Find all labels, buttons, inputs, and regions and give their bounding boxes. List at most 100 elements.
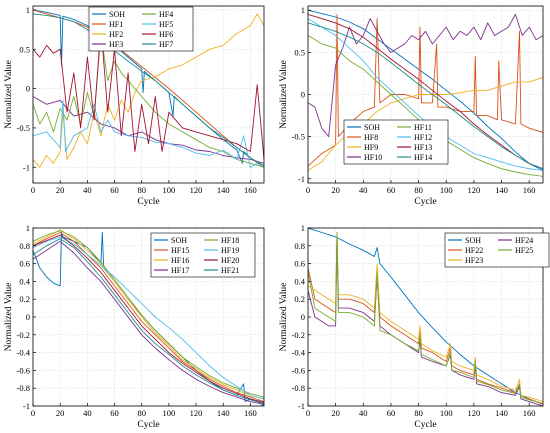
x-tick-label: 20 bbox=[331, 185, 340, 195]
y-tick-label: 0.4 bbox=[19, 276, 30, 286]
series-line-hf19 bbox=[33, 236, 264, 400]
panel-2: 0 20 40 60 80 100 120 140 160 -1 -0.5 0 0.5 1 Cycle Nor… bbox=[279, 5, 544, 207]
y-axis-label: Normalized Value bbox=[279, 60, 289, 129]
legend-label-hf25: HF25 bbox=[515, 246, 533, 255]
x-tick-label: 40 bbox=[83, 408, 92, 418]
x-tick-label: 60 bbox=[110, 408, 119, 418]
y-axis-label: Normalized Value bbox=[279, 283, 289, 352]
panel-1: 0 20 40 60 80 100 120 140 160 -1 -0.5 0 0.5 1 Cycle Nor… bbox=[4, 5, 265, 207]
y-tick-label: -0.5 bbox=[292, 132, 305, 142]
x-axis-label: Cycle bbox=[414, 420, 436, 430]
legend-box bbox=[150, 232, 256, 278]
y-tick-label: 0.8 bbox=[19, 241, 30, 251]
series-line-soh bbox=[308, 228, 543, 405]
y-tick-label: -1 bbox=[23, 162, 30, 172]
y-tick-label: 0.5 bbox=[294, 47, 305, 57]
legend-label-hf12: HF12 bbox=[414, 133, 432, 142]
series-line-hf16 bbox=[33, 229, 264, 400]
legend-label-hf11: HF11 bbox=[414, 123, 432, 132]
legend-label-hf1: HF1 bbox=[109, 20, 123, 29]
legend-label-hf6: HF6 bbox=[159, 30, 173, 39]
x-tick-label: 0 bbox=[306, 408, 310, 418]
series-line-hf7 bbox=[33, 13, 264, 167]
series-line-hf10 bbox=[308, 13, 543, 138]
series-line-hf21 bbox=[33, 238, 264, 404]
y-tick-label: 0.2 bbox=[294, 294, 305, 304]
legend-label-hf14: HF14 bbox=[414, 153, 432, 162]
series-line-hf18 bbox=[33, 230, 264, 398]
y-tick-label: -0.6 bbox=[292, 365, 305, 375]
legend-label-hf18: HF18 bbox=[221, 236, 239, 245]
legend-label-hf15: HF15 bbox=[171, 246, 189, 255]
x-tick-label: 60 bbox=[387, 408, 396, 418]
y-tick-label: -0.4 bbox=[17, 348, 31, 358]
legend-label-hf5: HF5 bbox=[159, 20, 173, 29]
x-tick-label: 120 bbox=[468, 185, 481, 195]
y-tick-label: 0.2 bbox=[19, 294, 30, 304]
legend-label-hf16: HF16 bbox=[171, 256, 189, 265]
series-line-hf20 bbox=[33, 234, 264, 403]
series-line-hf17 bbox=[33, 240, 264, 405]
legend-label-hf17: HF17 bbox=[171, 266, 189, 275]
y-tick-label: 0.4 bbox=[294, 276, 305, 286]
legend-label-hf24: HF24 bbox=[515, 236, 533, 245]
series-line-hf13 bbox=[308, 13, 543, 170]
series-line-hf15 bbox=[33, 232, 264, 403]
legend-label-hf8: HF8 bbox=[364, 133, 378, 142]
x-tick-label: 120 bbox=[190, 408, 203, 418]
y-tick-label: 0.8 bbox=[294, 241, 305, 251]
panel-3: 0 20 40 60 80 100 120 140 160 -1 -0.8 -0.6 -0.4 -0.2 0… bbox=[4, 223, 265, 430]
x-tick-label: 60 bbox=[387, 185, 396, 195]
legend-label-hf19: HF19 bbox=[221, 246, 239, 255]
legend-label-hf23: HF23 bbox=[465, 256, 483, 265]
legend-label-hf4: HF4 bbox=[159, 10, 173, 19]
y-tick-label: 1 bbox=[301, 223, 305, 233]
y-tick-label: 0 bbox=[301, 90, 305, 100]
series-line-hf6 bbox=[33, 25, 264, 160]
x-tick-label: 80 bbox=[414, 185, 423, 195]
x-tick-label: 140 bbox=[495, 185, 508, 195]
x-tick-label: 120 bbox=[190, 185, 203, 195]
y-tick-label: 0.6 bbox=[294, 259, 305, 269]
legend-label-soh: SOH bbox=[171, 236, 187, 245]
x-tick-label: 40 bbox=[83, 185, 92, 195]
y-tick-label: -1 bbox=[298, 174, 305, 184]
x-axis-label: Cycle bbox=[137, 420, 159, 430]
x-tick-label: 20 bbox=[56, 185, 65, 195]
y-tick-label: -0.8 bbox=[292, 383, 305, 393]
y-tick-label: 0 bbox=[26, 312, 30, 322]
legend-label-soh: SOH bbox=[364, 123, 380, 132]
series-line-hf3 bbox=[33, 96, 264, 164]
series-line-soh bbox=[308, 9, 543, 171]
x-tick-label: 20 bbox=[331, 408, 340, 418]
x-axis-label: Cycle bbox=[137, 197, 159, 207]
y-tick-label: -0.6 bbox=[17, 365, 30, 375]
y-axis-label: Normalized Value bbox=[4, 60, 14, 129]
panel-4: 0 20 40 60 80 100 120 140 160 -1 -0.8 -0.6 -0.4 -0.2 0… bbox=[279, 223, 550, 430]
x-tick-label: 60 bbox=[110, 185, 119, 195]
x-tick-label: 160 bbox=[244, 185, 257, 195]
y-tick-label: 0.5 bbox=[19, 44, 30, 54]
legend-label-soh: SOH bbox=[109, 10, 125, 19]
x-axis-label: Cycle bbox=[414, 197, 436, 207]
y-tick-label: -0.5 bbox=[17, 123, 30, 133]
y-tick-label: -0.4 bbox=[292, 348, 306, 358]
y-tick-label: -1 bbox=[23, 401, 30, 411]
y-tick-label: 1 bbox=[26, 5, 30, 15]
x-tick-label: 40 bbox=[359, 408, 368, 418]
legend-label-hf21: HF21 bbox=[221, 266, 239, 275]
legend-box bbox=[88, 6, 194, 52]
y-tick-label: 0 bbox=[301, 312, 305, 322]
x-tick-label: 140 bbox=[495, 408, 508, 418]
x-tick-label: 80 bbox=[414, 408, 423, 418]
x-tick-label: 120 bbox=[468, 408, 481, 418]
series-line-hf25 bbox=[308, 232, 543, 404]
x-tick-label: 80 bbox=[137, 185, 146, 195]
series-line-soh bbox=[33, 9, 264, 168]
x-tick-label: 100 bbox=[440, 185, 453, 195]
